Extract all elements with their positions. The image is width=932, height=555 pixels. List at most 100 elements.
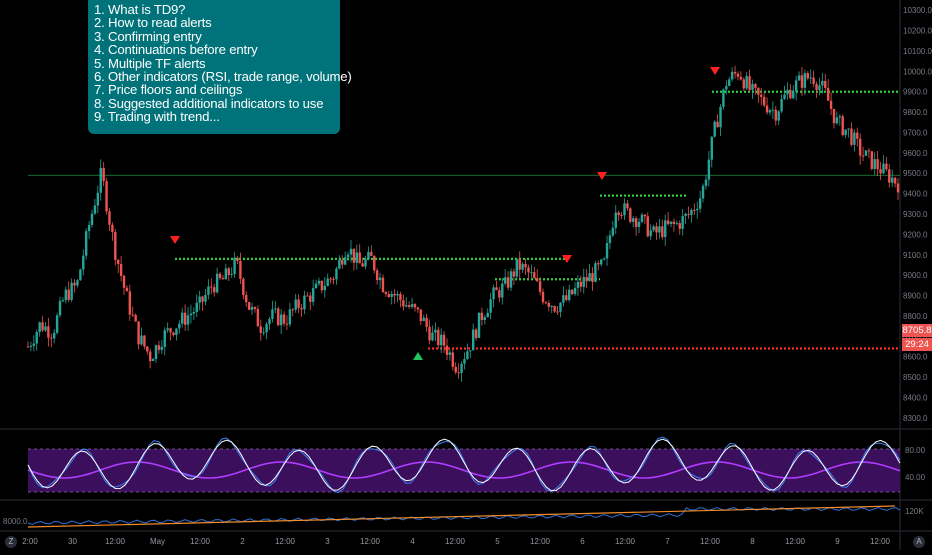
candle-body bbox=[309, 295, 312, 302]
candle-body bbox=[87, 225, 91, 232]
candle-body bbox=[669, 221, 673, 225]
candle-body bbox=[314, 283, 318, 289]
time-axis-label: 12:00 bbox=[360, 537, 381, 546]
candle-body bbox=[605, 243, 609, 259]
time-axis-label: 9 bbox=[835, 537, 840, 546]
candle-body bbox=[332, 278, 335, 280]
candle-body bbox=[265, 324, 268, 333]
candle-body bbox=[469, 350, 472, 352]
candle-body bbox=[474, 329, 478, 338]
candle-body bbox=[393, 293, 396, 296]
rsi-scale-label: 80.00 bbox=[905, 446, 926, 455]
candlestick-series bbox=[26, 65, 900, 382]
candle-body bbox=[172, 332, 175, 336]
candle-body bbox=[35, 332, 38, 344]
sell-signal-marker bbox=[170, 236, 180, 244]
candle-body bbox=[201, 296, 204, 302]
candle-body bbox=[503, 277, 507, 284]
candle-body bbox=[105, 181, 108, 212]
price-scale-label: 10000.0 bbox=[903, 67, 932, 76]
price-scale-label: 10300.0 bbox=[903, 6, 932, 15]
candle-body bbox=[896, 183, 900, 193]
zoom-reset-button[interactable]: Z bbox=[5, 536, 17, 548]
candle-body bbox=[343, 257, 347, 265]
candle-body bbox=[870, 151, 874, 169]
candle-body bbox=[140, 335, 143, 345]
candle-body bbox=[693, 209, 696, 211]
time-axis-label: 8 bbox=[750, 537, 755, 546]
candle-body bbox=[762, 96, 766, 106]
candle-body bbox=[597, 263, 600, 265]
candle-body bbox=[524, 263, 527, 268]
candle-body bbox=[716, 121, 719, 128]
candle-body bbox=[527, 267, 530, 273]
candle-body bbox=[245, 295, 248, 303]
candle-body bbox=[271, 309, 274, 320]
candle-body bbox=[620, 215, 623, 217]
candle-body bbox=[626, 203, 629, 209]
candle-body bbox=[480, 312, 484, 321]
price-scale-label: 9200.0 bbox=[903, 230, 928, 239]
candle-body bbox=[399, 293, 402, 301]
candle-body bbox=[99, 167, 102, 193]
candle-body bbox=[858, 138, 862, 156]
candle-body bbox=[864, 150, 868, 156]
candle-body bbox=[236, 257, 239, 262]
price-scale-label: 9300.0 bbox=[903, 210, 928, 219]
candle-body bbox=[384, 292, 388, 294]
candle-body bbox=[471, 329, 475, 351]
candle-body bbox=[157, 345, 161, 350]
candle-body bbox=[221, 277, 225, 280]
note-4: 4. Continuations before entry bbox=[94, 42, 258, 58]
candle-body bbox=[696, 208, 699, 211]
candle-body bbox=[760, 94, 763, 97]
candle-body bbox=[93, 205, 97, 214]
candle-body bbox=[879, 169, 882, 174]
price-scale-label: 10100.0 bbox=[903, 47, 932, 56]
time-axis-label: May bbox=[150, 537, 165, 546]
candle-body bbox=[306, 295, 309, 297]
candle-body bbox=[137, 321, 140, 345]
price-scale-label: 8300.0 bbox=[903, 414, 928, 423]
candle-body bbox=[745, 76, 748, 89]
candle-body bbox=[253, 307, 257, 310]
candle-body bbox=[844, 129, 847, 136]
time-axis-label: 4 bbox=[410, 537, 415, 546]
candle-body bbox=[710, 136, 713, 160]
candle-body bbox=[338, 259, 341, 269]
candle-body bbox=[713, 121, 716, 137]
candle-body bbox=[888, 169, 891, 183]
candle-body bbox=[61, 300, 65, 302]
candle-body bbox=[256, 309, 260, 327]
candle-body bbox=[501, 283, 504, 298]
candle-body bbox=[687, 213, 690, 215]
candle-body bbox=[739, 76, 743, 80]
candle-body bbox=[410, 304, 414, 307]
candle-body bbox=[757, 87, 760, 95]
candle-body bbox=[646, 216, 649, 237]
candle-body bbox=[288, 309, 292, 325]
price-scale-label: 9400.0 bbox=[903, 190, 928, 199]
buy-signal-marker bbox=[413, 352, 423, 360]
candle-body bbox=[108, 211, 111, 225]
candle-body bbox=[483, 317, 487, 321]
candle-body bbox=[847, 128, 850, 130]
candle-body bbox=[786, 89, 789, 95]
auto-scale-button[interactable]: A bbox=[913, 536, 925, 548]
candle-body bbox=[55, 315, 59, 333]
candle-body bbox=[777, 111, 780, 121]
candle-body bbox=[151, 359, 155, 362]
candle-body bbox=[515, 258, 519, 277]
candle-body bbox=[477, 312, 481, 338]
candle-body bbox=[655, 226, 658, 233]
candle-body bbox=[582, 277, 585, 287]
candle-body bbox=[358, 252, 361, 264]
candle-body bbox=[41, 322, 44, 331]
candle-body bbox=[323, 285, 326, 291]
time-axis-label: 2:00 bbox=[22, 537, 38, 546]
candle-body bbox=[178, 323, 181, 329]
candle-body bbox=[134, 314, 137, 322]
candle-body bbox=[632, 218, 635, 222]
